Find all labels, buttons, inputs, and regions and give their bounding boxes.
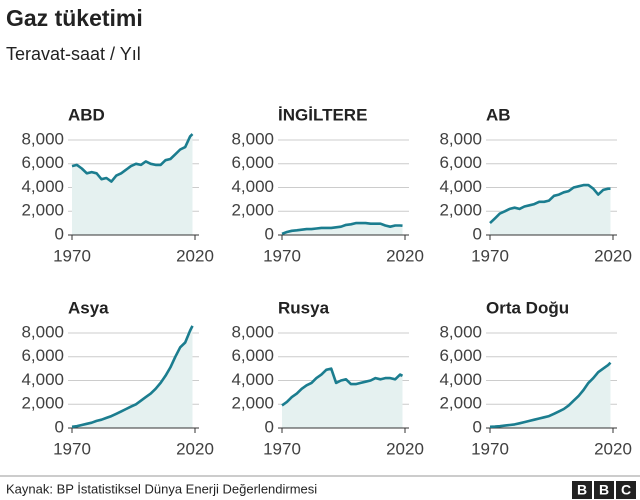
x-tick-label: 1970	[263, 246, 301, 265]
y-tick-label: 8,000	[231, 322, 274, 341]
panel-title: ABD	[68, 105, 105, 124]
y-tick-label: 4,000	[439, 177, 482, 196]
area-fill	[490, 185, 611, 235]
panel-title: Rusya	[278, 298, 330, 317]
panel-title: Orta Doğu	[486, 298, 569, 317]
line	[489, 183, 611, 225]
line	[71, 133, 194, 183]
area-fill	[72, 134, 193, 235]
logo-letter: B	[577, 482, 587, 498]
area-fill	[282, 223, 403, 235]
y-tick-label: 8,000	[21, 322, 64, 341]
x-tick-label: 2020	[594, 246, 632, 265]
y-tick-label: 0	[265, 224, 274, 243]
y-tick-label: 6,000	[231, 346, 274, 365]
area-fill	[72, 325, 193, 428]
panel-title: İNGİLTERE	[278, 105, 367, 124]
y-tick-label: 6,000	[439, 153, 482, 172]
y-tick-label: 0	[55, 417, 64, 436]
y-tick-label: 8,000	[439, 129, 482, 148]
x-tick-label: 1970	[53, 439, 91, 458]
area-fill	[490, 362, 611, 428]
y-tick-label: 0	[473, 417, 482, 436]
y-tick-label: 2,000	[21, 201, 64, 220]
x-tick-label: 1970	[53, 246, 91, 265]
logo-letter: C	[621, 482, 631, 498]
y-tick-label: 4,000	[439, 370, 482, 389]
y-tick-label: 0	[55, 224, 64, 243]
y-tick-label: 4,000	[21, 370, 64, 389]
y-tick-label: 6,000	[439, 346, 482, 365]
panel-title: Asya	[68, 298, 109, 317]
line	[281, 367, 404, 407]
source: Kaynak: BP İstatistiksel Dünya Enerji De…	[6, 481, 317, 496]
y-tick-label: 2,000	[439, 201, 482, 220]
x-tick-label: 2020	[176, 246, 214, 265]
x-tick-label: 2020	[386, 439, 424, 458]
x-tick-label: 2020	[386, 246, 424, 265]
y-tick-label: 2,000	[21, 394, 64, 413]
y-tick-label: 8,000	[231, 129, 274, 148]
x-tick-label: 1970	[263, 439, 301, 458]
x-tick-label: 2020	[594, 439, 632, 458]
line	[71, 325, 194, 429]
x-tick-label: 1970	[471, 246, 509, 265]
y-tick-label: 4,000	[231, 370, 274, 389]
y-tick-label: 4,000	[21, 177, 64, 196]
y-tick-label: 0	[473, 224, 482, 243]
logo-box	[594, 481, 614, 499]
logo-letter: B	[599, 482, 609, 498]
line	[489, 361, 612, 429]
x-tick-label: 1970	[471, 439, 509, 458]
logo-box	[616, 481, 636, 499]
y-tick-label: 6,000	[21, 346, 64, 365]
y-tick-label: 6,000	[21, 153, 64, 172]
y-tick-label: 8,000	[21, 129, 64, 148]
y-tick-label: 6,000	[231, 153, 274, 172]
y-tick-label: 2,000	[231, 394, 274, 413]
panel-title: AB	[486, 105, 511, 124]
line	[281, 221, 403, 236]
logo-box	[572, 481, 592, 499]
y-tick-label: 4,000	[231, 177, 274, 196]
chart-title: Gaz tüketimi	[6, 5, 143, 31]
chart-subtitle: Teravat-saat / Yıl	[6, 44, 141, 64]
y-tick-label: 0	[265, 417, 274, 436]
y-tick-label: 2,000	[439, 394, 482, 413]
x-tick-label: 2020	[176, 439, 214, 458]
y-tick-label: 8,000	[439, 322, 482, 341]
y-tick-label: 2,000	[231, 201, 274, 220]
